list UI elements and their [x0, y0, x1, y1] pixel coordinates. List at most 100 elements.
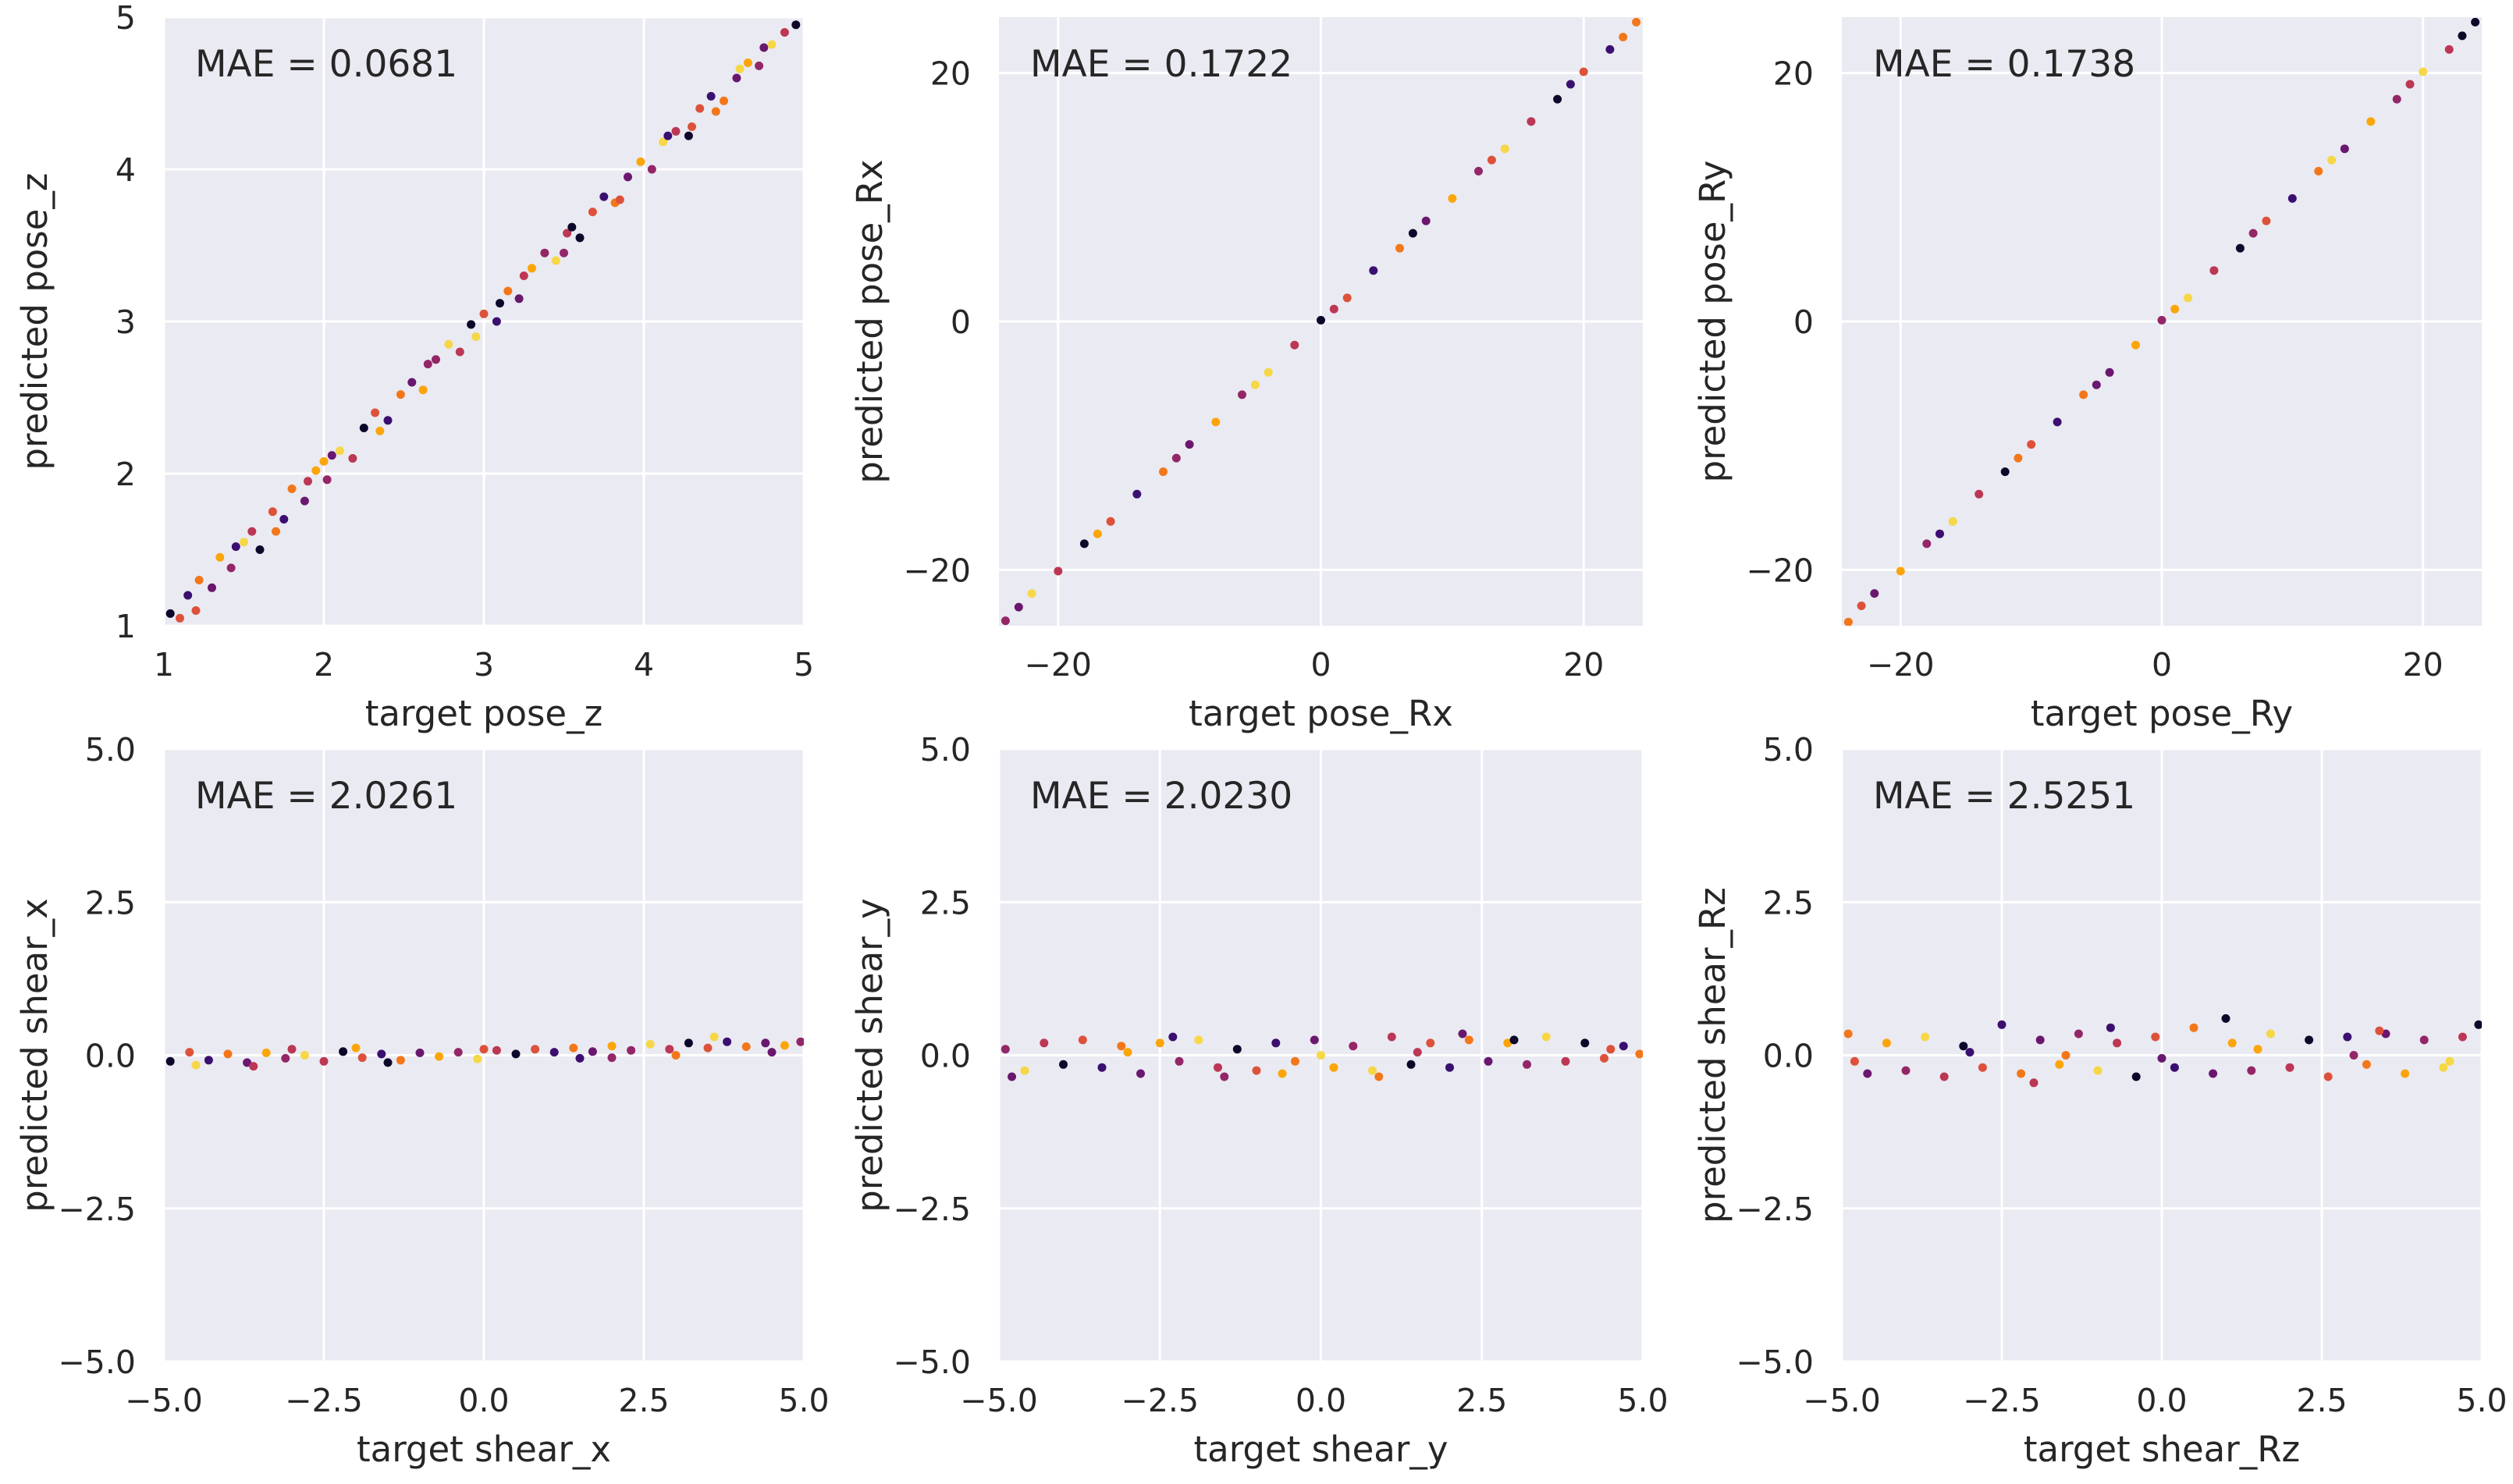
data-point: [176, 613, 184, 623]
data-point: [2106, 1023, 2115, 1032]
x-tick-label: 1: [154, 646, 174, 683]
data-point: [2314, 166, 2323, 176]
data-point: [2227, 1038, 2237, 1048]
data-point: [492, 317, 501, 326]
scatter-points: [1843, 17, 2480, 626]
data-point: [780, 1041, 789, 1050]
data-point: [636, 157, 645, 166]
data-point: [2419, 1035, 2429, 1045]
data-point: [383, 416, 393, 425]
data-point: [1185, 440, 1194, 449]
data-point: [272, 527, 280, 536]
data-point: [1619, 1042, 1628, 1051]
data-point: [2375, 1026, 2384, 1035]
y-tick-label: 20: [1773, 55, 1814, 93]
x-tick-label: 3: [474, 646, 494, 683]
scatter-points: [1843, 1014, 2482, 1088]
data-point: [2235, 243, 2245, 253]
data-point: [2444, 44, 2454, 54]
data-point: [2405, 80, 2415, 89]
data-point: [1464, 1035, 1473, 1045]
data-point: [185, 1048, 194, 1057]
data-point: [1106, 517, 1115, 526]
data-point: [2053, 417, 2062, 427]
data-point: [194, 576, 204, 584]
y-tick-label: 2.5: [920, 884, 971, 921]
data-point: [231, 542, 240, 552]
scatter-points: [165, 1032, 804, 1071]
data-point: [2323, 1072, 2333, 1081]
data-point: [1136, 1069, 1145, 1078]
data-point: [453, 1048, 463, 1057]
data-point: [287, 1045, 297, 1054]
data-point: [735, 64, 745, 73]
data-point: [659, 137, 668, 147]
y-axis-label: predicted shear_y: [849, 898, 890, 1212]
data-point: [1123, 1048, 1132, 1057]
data-point: [663, 131, 673, 140]
data-point: [2262, 216, 2271, 225]
x-tick-label: −2.5: [1121, 1382, 1199, 1419]
data-point: [741, 1042, 751, 1051]
data-point: [1132, 489, 1142, 499]
data-point: [755, 61, 764, 70]
data-point: [1850, 1056, 1859, 1066]
data-point: [519, 272, 528, 280]
data-point: [1413, 1048, 1422, 1057]
data-point: [688, 122, 696, 131]
data-point: [2247, 1066, 2256, 1075]
data-point: [2340, 144, 2349, 154]
data-point: [588, 1047, 597, 1056]
subplot-1: 1 2 3 4 5 1 2 3 4 5 MAE = 0.0681 target pose_z predi…: [14, 0, 814, 734]
data-point: [1175, 1056, 1184, 1066]
data-point: [1001, 616, 1010, 626]
data-point: [261, 1048, 271, 1057]
data-point: [191, 606, 201, 615]
y-tick-label: 0.0: [85, 1038, 136, 1075]
data-point: [2074, 1029, 2083, 1038]
data-point: [311, 466, 321, 475]
data-point: [208, 583, 216, 592]
data-point: [1843, 617, 1853, 626]
scatter-points: [1001, 17, 1641, 626]
x-tick-label: 0: [2152, 646, 2172, 683]
data-point: [1369, 266, 1378, 275]
data-point: [791, 20, 801, 30]
data-point: [2131, 1072, 2141, 1081]
data-point: [1291, 1056, 1299, 1066]
x-tick-label: −20: [1867, 646, 1935, 683]
data-point: [1395, 243, 1404, 253]
data-point: [2209, 266, 2219, 275]
data-point: [1059, 1060, 1068, 1069]
y-tick-label: 1: [116, 608, 136, 645]
data-point: [528, 264, 536, 273]
x-tick-label: 2.5: [1456, 1382, 1507, 1419]
x-tick-label: 5.0: [778, 1382, 829, 1419]
data-point: [645, 1039, 655, 1049]
data-point: [1978, 1063, 1987, 1072]
data-point: [1271, 1038, 1281, 1048]
y-tick-label: −2.5: [893, 1191, 971, 1228]
data-point: [2445, 1056, 2454, 1066]
data-point: [549, 1048, 559, 1057]
data-point: [255, 545, 265, 554]
y-axis-label: predicted shear_Rz: [1692, 887, 1733, 1223]
data-point: [287, 485, 297, 493]
data-point: [1939, 1072, 1949, 1081]
data-point: [1600, 1053, 1608, 1063]
data-point: [684, 1038, 693, 1048]
data-point: [1523, 1060, 1531, 1069]
y-axis-label: predicted pose_z: [14, 172, 55, 470]
y-tick-label: 5.0: [1763, 731, 1814, 769]
data-point: [1168, 1032, 1178, 1042]
data-point: [1882, 1038, 1891, 1048]
data-point: [1155, 1038, 1164, 1048]
data-point: [1040, 1038, 1049, 1048]
data-point: [191, 1060, 201, 1070]
data-point: [243, 1058, 252, 1067]
y-tick-label: 0.0: [1763, 1038, 1814, 1075]
y-tick-label: −5.0: [1736, 1344, 1814, 1381]
y-tick-label: −5.0: [58, 1344, 136, 1381]
data-point: [2471, 17, 2480, 27]
data-point: [1901, 1066, 1911, 1075]
